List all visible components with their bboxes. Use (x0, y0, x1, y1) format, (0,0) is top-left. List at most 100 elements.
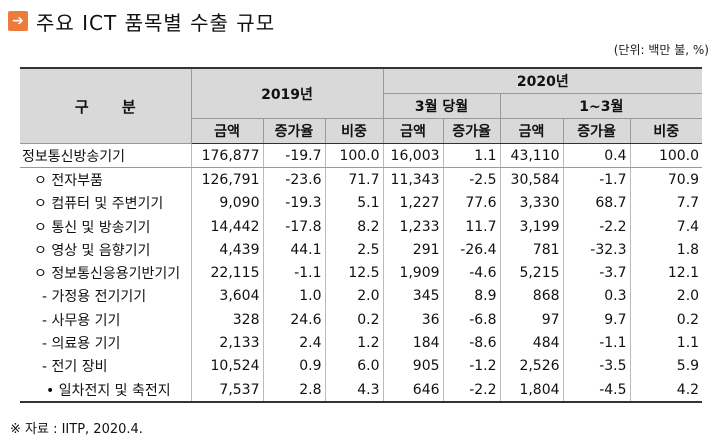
table-cell: 4.3 (324, 377, 384, 404)
table-cell: 0.2 (629, 308, 703, 332)
table-cell: -1.2 (442, 354, 501, 378)
header-amount: 금액 (382, 118, 444, 144)
row-label: ㅇ 전자부품 (34, 172, 103, 189)
table-cell: -26.4 (442, 238, 501, 262)
table-cell: 126,791 (190, 167, 263, 192)
table-cell: 184 (382, 331, 444, 355)
table-cell: 176,877 (190, 143, 263, 169)
unit-note: (단위: 백만 불, %) (613, 43, 709, 57)
table-cell: 7.7 (629, 191, 703, 215)
table-cell: 36 (382, 308, 444, 332)
table-cell: 2,133 (190, 331, 263, 355)
table-cell: 71.7 (324, 167, 384, 192)
table-row: • 일차전지 및 축전지 7,537 2.8 4.3 646 -2.2 1,804 -4.5 4… (20, 377, 703, 404)
table-cell: 97 (499, 308, 564, 332)
table-cell: -2.2 (562, 214, 631, 239)
table-cell: 2.4 (262, 331, 325, 355)
table-cell: -32.3 (562, 238, 631, 262)
header-jan-mar: 1~3월 (499, 93, 703, 119)
table-cell: 8.2 (324, 214, 384, 239)
header-amount: 금액 (499, 118, 564, 144)
table-cell: 5.1 (324, 191, 384, 215)
table-cell: 484 (499, 331, 564, 355)
header-growth: 증가율 (562, 118, 631, 144)
header-2019: 2019년 (190, 67, 384, 119)
table-cell: 16,003 (382, 143, 444, 169)
table-cell: -8.6 (442, 331, 501, 355)
table-row: ㅇ 통신 및 방송기기 14,442 -17.8 8.2 1,233 11.7 3,199-… (20, 214, 703, 239)
table-cell: 12.1 (629, 261, 703, 285)
table-row: - 사무용 기기 328 24.6 0.2 36 -6.8 97 9.7 0.2 (20, 308, 703, 332)
header-share: 비중 (629, 118, 703, 144)
table-cell: 12.5 (324, 261, 384, 285)
row-label: - 전기 장비 (42, 359, 108, 376)
table-cell: 4.2 (629, 377, 703, 404)
table-cell: 646 (382, 377, 444, 404)
table-cell: 14,442 (190, 214, 263, 239)
table-cell: 2.0 (629, 284, 703, 309)
table-cell: 905 (382, 354, 444, 378)
table-cell: 0.4 (562, 143, 631, 169)
table-cell: 1.1 (629, 331, 703, 355)
table-body: 정보통신방송기기 176,877 -19.7 100.0 16,003 1.1 43,110… (20, 143, 703, 404)
export-table: 구 분 2019년 2020년 3월 당월 1~3월 금액 증가율 비중 금액 … (20, 67, 703, 404)
table-cell: -3.7 (562, 261, 631, 285)
table-cell: 70.9 (629, 167, 703, 192)
row-label: 정보통신방송기기 (20, 143, 191, 169)
table-cell: -23.6 (262, 167, 325, 192)
table-cell: 2,526 (499, 354, 564, 378)
arrow-right-icon: ➔ (8, 11, 28, 31)
table-cell: 44.1 (262, 238, 325, 262)
table-cell: -17.8 (262, 214, 325, 239)
table-cell: 22,115 (190, 261, 263, 285)
table-cell: 43,110 (499, 143, 564, 169)
header-gubun: 구 분 (20, 67, 191, 144)
header-march: 3월 당월 (382, 93, 501, 119)
table-cell: 1,804 (499, 377, 564, 404)
title-text: 주요 ICT 품목별 수출 규모 (36, 10, 276, 35)
row-label: ㅇ 정보통신응용기반기기 (34, 266, 181, 283)
table-cell: 2.8 (262, 377, 325, 404)
table-cell: -1.7 (562, 167, 631, 192)
table-cell: 10,524 (190, 354, 263, 378)
table-cell: 2.5 (324, 238, 384, 262)
table-cell: 8.9 (442, 284, 501, 309)
table-cell: 345 (382, 284, 444, 309)
table-cell: 9,090 (190, 191, 263, 215)
table-cell: 1,909 (382, 261, 444, 285)
table-cell: -1.1 (562, 331, 631, 355)
row-label: - 의료용 기기 (42, 336, 121, 353)
table-row: ㅇ 영상 및 음향기기 4,439 44.1 2.5 291 -26.4 781 -32.3 1… (20, 238, 703, 262)
table-cell: 3,199 (499, 214, 564, 239)
table-cell: 11.7 (442, 214, 501, 239)
table-cell: 1,227 (382, 191, 444, 215)
table-cell: -1.1 (262, 261, 325, 285)
table-cell: 0.3 (562, 284, 631, 309)
table-cell: 1.0 (262, 284, 325, 309)
table-cell: 3,330 (499, 191, 564, 215)
table-row: - 전기 장비 10,524 0.9 6.0 905 -1.2 2,526 -3.5 5.9 (20, 354, 703, 378)
header-share: 비중 (324, 118, 384, 144)
table-cell: 868 (499, 284, 564, 309)
table-cell: 77.6 (442, 191, 501, 215)
table-cell: 4,439 (190, 238, 263, 262)
table-cell: 100.0 (324, 143, 384, 169)
table-cell: 0.2 (324, 308, 384, 332)
table-row: ㅇ 정보통신응용기반기기 22,115 -1.1 12.5 1,909 -4.6 5,215… (20, 261, 703, 285)
table-cell: 328 (190, 308, 263, 332)
table-cell: 7.4 (629, 214, 703, 239)
table-cell: 7,537 (190, 377, 263, 404)
table-cell: 1.2 (324, 331, 384, 355)
table-cell: 5,215 (499, 261, 564, 285)
table-cell: 5.9 (629, 354, 703, 378)
table-cell: 24.6 (262, 308, 325, 332)
page-title: ➔ 주요 ICT 품목별 수출 규모 (8, 6, 275, 36)
table-cell: 9.7 (562, 308, 631, 332)
table-cell: -3.5 (562, 354, 631, 378)
table-cell: 291 (382, 238, 444, 262)
row-label: - 사무용 기기 (42, 312, 121, 329)
table-row: - 가정용 전기기기 3,604 1.0 2.0 345 8.9 868 0.3 2.0 (20, 284, 703, 309)
table-cell: -2.5 (442, 167, 501, 192)
table-cell: -2.2 (442, 377, 501, 404)
row-label: • 일차전지 및 축전지 (20, 377, 191, 404)
